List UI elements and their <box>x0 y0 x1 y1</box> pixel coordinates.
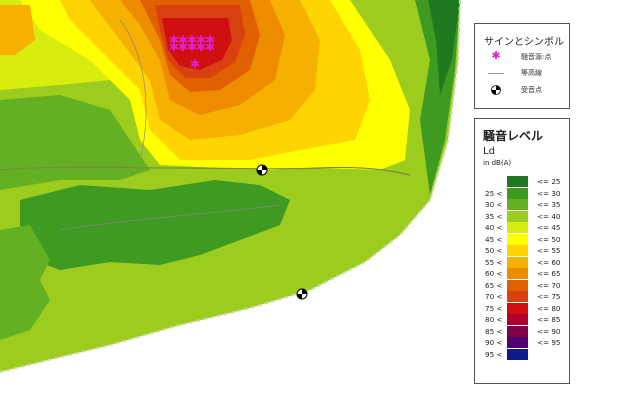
level-swatch <box>507 233 528 245</box>
level-row: 70 < <= 75 <box>475 291 571 302</box>
level-lower-bound: 55 < <box>485 257 503 267</box>
zone-50-55-west <box>0 5 35 55</box>
level-swatch <box>507 187 528 199</box>
zone-30-35-south <box>20 180 290 270</box>
noise-source-point[interactable]: ✱ <box>169 33 179 47</box>
calculation-boundary <box>0 0 461 373</box>
level-lower-bound: 70 < <box>485 292 503 301</box>
level-lower-bound: 90 < <box>485 338 503 347</box>
zone-le-25 <box>428 0 460 95</box>
noise-level-title: 騒音レベル <box>483 129 544 143</box>
level-upper-bound: <= 30 <box>537 188 561 198</box>
level-upper-bound: <= 45 <box>537 223 561 232</box>
noise-source-point[interactable]: ✱ <box>196 40 206 54</box>
level-upper-bound: <= 60 <box>537 257 561 267</box>
level-row: 95 < <box>475 348 571 360</box>
symbol-legend: サインとシンボル ✱ 騒音源:点 等高線 受音点 <box>474 23 570 109</box>
level-swatch <box>507 348 528 360</box>
level-lower-bound: 85 < <box>485 326 503 336</box>
receiver-point-2[interactable] <box>296 288 308 300</box>
noise-source-point[interactable]: ✱ <box>178 40 188 54</box>
level-swatch <box>507 256 528 268</box>
level-swatch <box>507 222 528 233</box>
symbol-legend-title: サインとシンボル <box>484 37 564 48</box>
level-swatch <box>507 291 528 302</box>
line-icon <box>487 68 505 78</box>
level-upper-bound: <= 40 <box>537 211 561 221</box>
level-row: <= 25 <box>475 176 571 187</box>
level-swatch <box>507 245 528 256</box>
level-swatch <box>507 302 528 314</box>
contour-line <box>59 204 281 231</box>
level-row: 55 < <= 60 <box>475 256 571 268</box>
level-row: 80 < <= 85 <box>475 314 571 325</box>
level-row: 65 < <= 70 <box>475 279 571 291</box>
zone-35-40-mid <box>0 95 150 190</box>
level-row: 40 < <= 45 <box>475 222 571 233</box>
asterisk-icon: ✱ <box>491 49 501 62</box>
noise-source-point[interactable]: ✱ <box>178 33 188 47</box>
receiver-point-1[interactable] <box>256 164 268 176</box>
level-lower-bound: 80 < <box>485 315 503 324</box>
zone-75-80 <box>162 18 232 70</box>
level-row: 85 < <= 90 <box>475 325 571 337</box>
level-upper-bound: <= 95 <box>537 338 561 347</box>
noise-metric-label: Ld <box>483 146 495 157</box>
level-row: 50 < <= 55 <box>475 245 571 256</box>
level-row: 25 < <= 30 <box>475 187 571 199</box>
level-upper-bound: <= 25 <box>537 177 561 186</box>
noise-source-point[interactable]: ✱ <box>169 40 179 54</box>
level-row: 30 < <= 35 <box>475 199 571 210</box>
level-row: 60 < <= 65 <box>475 268 571 279</box>
contour-line <box>0 166 411 176</box>
level-lower-bound: 65 < <box>485 280 503 290</box>
level-lower-bound: 45 < <box>485 234 503 244</box>
noise-source-point[interactable]: ✱ <box>190 57 200 71</box>
noise-source-point[interactable]: ✱ <box>205 33 215 47</box>
level-row: 90 < <= 95 <box>475 337 571 348</box>
level-lower-bound: 25 < <box>485 188 503 198</box>
level-lower-bound: 60 < <box>485 269 503 278</box>
level-upper-bound: <= 50 <box>537 234 561 244</box>
level-upper-bound: <= 55 <box>537 246 561 255</box>
noise-source-group: ✱✱✱✱✱✱✱✱✱✱✱ <box>169 33 215 71</box>
noise-unit-label: in dB(A) <box>483 159 512 167</box>
noise-source-point[interactable]: ✱ <box>187 40 197 54</box>
level-swatch <box>507 314 528 325</box>
level-swatch <box>507 337 528 348</box>
level-lower-bound: 35 < <box>485 211 503 221</box>
level-lower-bound: 75 < <box>485 303 503 313</box>
level-lower-bound: 50 < <box>485 246 503 255</box>
level-upper-bound: <= 90 <box>537 326 561 336</box>
level-swatch <box>507 268 528 279</box>
level-swatch <box>507 325 528 337</box>
receiver-icon <box>487 85 505 95</box>
level-lower-bound: 95 < <box>485 349 503 359</box>
zone-35-40-sw <box>0 280 50 340</box>
level-swatch <box>507 210 528 222</box>
legend-item-contour: 等高線 <box>487 68 542 78</box>
level-row: 35 < <= 40 <box>475 210 571 222</box>
level-upper-bound: <= 85 <box>537 315 561 324</box>
noise-level-legend: 騒音レベル Ld in dB(A) <= 25 25 < <= 30 30 < <= 3… <box>474 118 570 384</box>
legend-item-noise-source: ✱ 騒音源:点 <box>487 49 551 62</box>
level-lower-bound: 30 < <box>485 200 503 209</box>
noise-source-point[interactable]: ✱ <box>187 33 197 47</box>
level-upper-bound: <= 70 <box>537 280 561 290</box>
level-upper-bound: <= 35 <box>537 200 561 209</box>
level-lower-bound: 40 < <box>485 223 503 232</box>
level-upper-bound: <= 65 <box>537 269 561 278</box>
level-swatch <box>507 176 528 187</box>
contour-line <box>119 19 147 161</box>
level-swatch <box>507 199 528 210</box>
noise-source-point[interactable]: ✱ <box>205 40 215 54</box>
level-upper-bound: <= 75 <box>537 292 561 301</box>
legend-item-receiver: 受音点 <box>487 85 542 95</box>
level-row: 45 < <= 50 <box>475 233 571 245</box>
level-swatch <box>507 279 528 291</box>
level-upper-bound: <= 80 <box>537 303 561 313</box>
noise-source-point[interactable]: ✱ <box>196 33 206 47</box>
level-row: 75 < <= 80 <box>475 302 571 314</box>
